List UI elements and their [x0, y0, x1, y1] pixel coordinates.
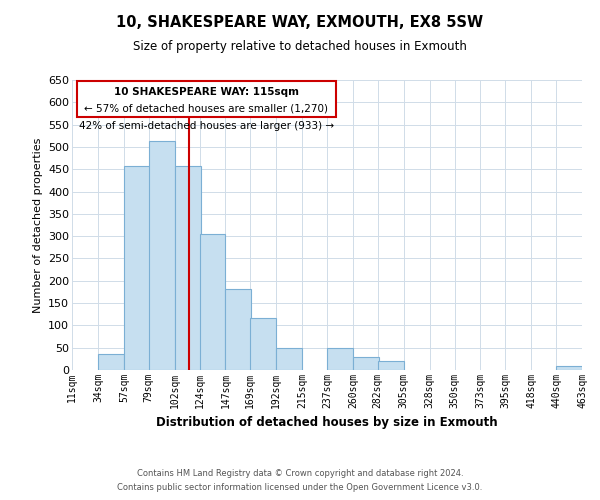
FancyBboxPatch shape	[77, 82, 336, 117]
Bar	[378, 361, 404, 370]
Bar	[149, 141, 175, 370]
Text: 42% of semi-detached houses are larger (933) →: 42% of semi-detached houses are larger (…	[79, 122, 334, 132]
Text: 10 SHAKESPEARE WAY: 115sqm: 10 SHAKESPEARE WAY: 115sqm	[114, 86, 299, 97]
Text: Contains HM Land Registry data © Crown copyright and database right 2024.: Contains HM Land Registry data © Crown c…	[137, 468, 463, 477]
Bar	[276, 348, 302, 370]
Bar	[98, 354, 124, 370]
Bar	[556, 366, 582, 370]
Bar	[327, 348, 353, 370]
Text: Size of property relative to detached houses in Exmouth: Size of property relative to detached ho…	[133, 40, 467, 53]
Bar	[226, 289, 251, 370]
Text: 10, SHAKESPEARE WAY, EXMOUTH, EX8 5SW: 10, SHAKESPEARE WAY, EXMOUTH, EX8 5SW	[116, 15, 484, 30]
X-axis label: Distribution of detached houses by size in Exmouth: Distribution of detached houses by size …	[156, 416, 498, 430]
Bar	[124, 166, 150, 370]
Bar	[250, 318, 276, 370]
Text: ← 57% of detached houses are smaller (1,270): ← 57% of detached houses are smaller (1,…	[84, 104, 328, 114]
Bar	[175, 166, 200, 370]
Y-axis label: Number of detached properties: Number of detached properties	[32, 138, 43, 312]
Bar	[199, 234, 226, 370]
Bar	[353, 356, 379, 370]
Text: Contains public sector information licensed under the Open Government Licence v3: Contains public sector information licen…	[118, 484, 482, 492]
